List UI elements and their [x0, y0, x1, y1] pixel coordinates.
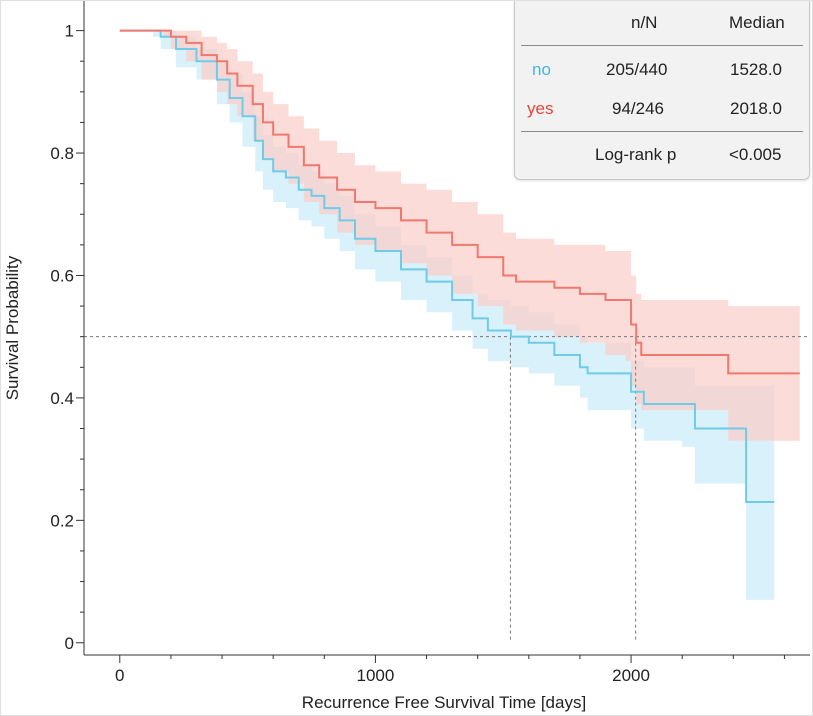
- legend-group-no: no: [532, 60, 551, 79]
- y-tick-label: 0.6: [50, 266, 74, 285]
- km-curve-no: [119, 29, 775, 503]
- legend-header-median: Median: [729, 13, 785, 32]
- x-tick-label: 0: [115, 666, 124, 685]
- legend-footer-rule: [521, 131, 803, 132]
- x-tick-label: 2000: [612, 666, 650, 685]
- legend-table: n/N Median no 205/440 1528.0 yes 94/246 …: [514, 0, 810, 180]
- legend-header-rule: [521, 45, 803, 46]
- legend-n-no: 205/440: [606, 60, 668, 79]
- y-tick-label: 0.2: [50, 511, 74, 530]
- legend-logrank-label: Log-rank p: [595, 145, 677, 164]
- x-axis-title: Recurrence Free Survival Time [days]: [302, 693, 586, 712]
- legend-median-no: 1528.0: [730, 60, 782, 79]
- legend-group-yes: yes: [527, 99, 554, 118]
- ci-band-no: [119, 30, 775, 600]
- km-curve-yes: [119, 29, 800, 375]
- y-tick-label: 1: [65, 22, 74, 41]
- y-tick-label: 0: [65, 634, 74, 653]
- ci-band-yes: [119, 30, 800, 441]
- y-tick-label: 0.8: [50, 144, 74, 163]
- axes: 0 0.2 0.4 0.6 0.8 1 0 1000 2000: [50, 0, 810, 685]
- y-axis-title: Survival Probability: [3, 255, 22, 400]
- legend-median-yes: 2018.0: [730, 99, 782, 118]
- y-tick-label: 0.4: [50, 389, 74, 408]
- median-reference-lines: [84, 336, 810, 643]
- confidence-bands: [119, 30, 800, 600]
- legend-n-yes: 94/246: [612, 99, 664, 118]
- legend-logrank-value: <0.005: [729, 145, 782, 164]
- survival-curves: [119, 29, 800, 503]
- x-tick-label: 1000: [357, 666, 395, 685]
- legend-header-n: n/N: [631, 13, 658, 32]
